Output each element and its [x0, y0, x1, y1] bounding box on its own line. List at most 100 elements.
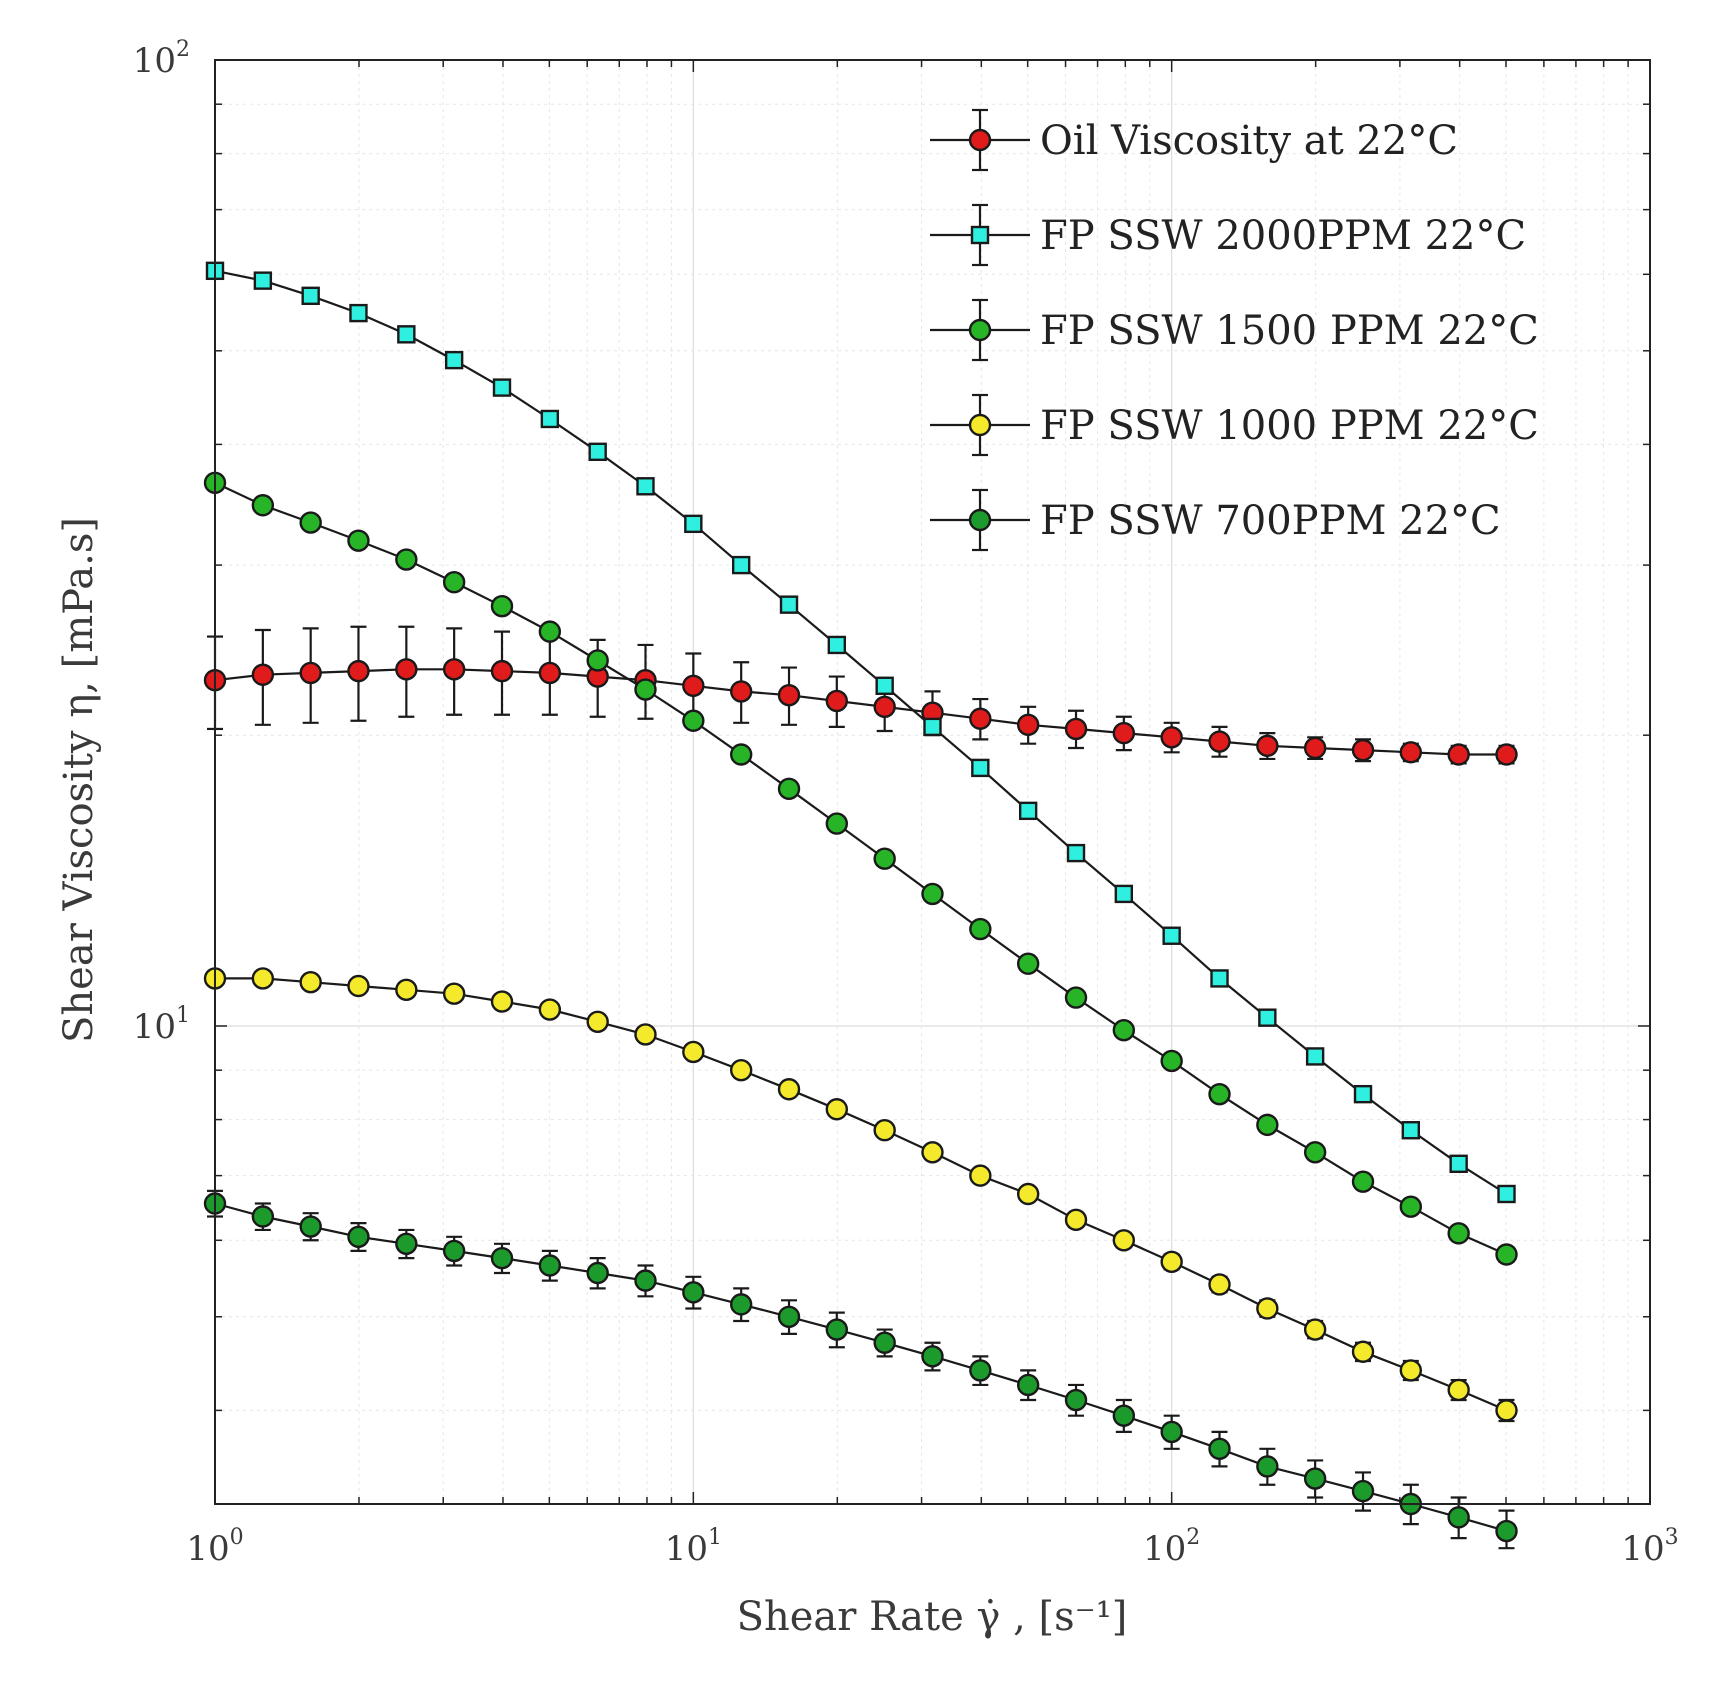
data-point: [1016, 1182, 1040, 1206]
data-point: [1303, 1318, 1327, 1341]
data-point: [538, 998, 562, 1021]
data-point: [682, 1281, 705, 1304]
legend-marker: [968, 318, 992, 342]
data-point: [1210, 969, 1229, 988]
data-point: [827, 635, 847, 655]
data-point: [395, 1232, 418, 1255]
data-point: [1112, 1018, 1136, 1042]
data-point: [969, 707, 992, 730]
data-point: [251, 1205, 275, 1228]
data-point: [586, 1010, 609, 1034]
legend-label: FP SSW 2000PPM 22°C: [1040, 213, 1526, 259]
data-point: [1016, 1373, 1040, 1397]
x-tick-label: 103: [1621, 1525, 1678, 1569]
data-point: [1449, 1154, 1468, 1173]
data-point: [299, 661, 322, 685]
legend-entry-4: FP SSW 1000 PPM 22°C: [930, 393, 1539, 457]
data-point: [1064, 1388, 1088, 1412]
data-point: [347, 1225, 370, 1249]
data-point: [490, 659, 514, 683]
data-point: [873, 847, 896, 870]
data-point: [1208, 1273, 1231, 1296]
data-point: [1256, 734, 1279, 758]
x-axis-title: Shear Rate γ̇ , [s⁻¹]: [737, 1594, 1128, 1640]
legend-label: FP SSW 700PPM 22°C: [1040, 498, 1501, 544]
data-point: [253, 271, 273, 290]
legend-label: FP SSW 1000 PPM 22°C: [1040, 403, 1539, 449]
data-point: [873, 1119, 896, 1142]
data-point: [1112, 1229, 1136, 1252]
data-point: [682, 674, 705, 697]
data-point: [1256, 1297, 1279, 1320]
data-point: [442, 571, 466, 594]
data-point: [777, 777, 801, 801]
data-point: [1399, 1195, 1423, 1218]
data-point: [777, 1305, 801, 1328]
data-point: [301, 286, 320, 306]
data-point: [1112, 1404, 1136, 1427]
legend-label: FP SSW 1500 PPM 22°C: [1040, 308, 1539, 354]
data-point: [1160, 1049, 1183, 1073]
legend-entry-2: FP SSW 2000PPM 22°C: [930, 203, 1526, 267]
x-tick-label: 102: [1143, 1525, 1200, 1569]
legend-marker: [968, 413, 992, 437]
data-point: [1353, 1084, 1373, 1104]
data-point: [540, 409, 560, 429]
data-point: [1399, 1359, 1423, 1382]
data-point: [777, 1078, 801, 1101]
data-point: [1064, 717, 1088, 741]
data-point: [971, 758, 990, 778]
legend-label: Oil Viscosity at 22°C: [1040, 118, 1458, 164]
data-point: [825, 812, 849, 835]
data-point: [442, 1239, 466, 1263]
y-tick-label: 102: [133, 37, 190, 81]
data-point: [1066, 843, 1086, 863]
data-point: [731, 555, 751, 575]
data-point: [1208, 730, 1231, 753]
data-point: [538, 661, 562, 685]
grid: [214, 59, 1650, 1504]
data-point: [634, 1023, 657, 1046]
data-point: [921, 1141, 944, 1164]
data-point: [1256, 1113, 1279, 1137]
data-point: [299, 1215, 322, 1238]
data-point: [538, 1254, 562, 1277]
data-point: [1112, 721, 1136, 745]
data-point: [1160, 1420, 1183, 1444]
data-point: [1351, 1479, 1375, 1503]
series-line: [214, 1202, 1507, 1533]
data-point: [299, 971, 322, 994]
data-point: [921, 1345, 944, 1368]
data-point: [729, 680, 753, 703]
data-point: [349, 303, 368, 323]
data-point: [588, 442, 607, 462]
data-point: [490, 594, 514, 618]
data-point: [397, 325, 416, 344]
data-point: [1018, 801, 1038, 821]
data-point: [586, 649, 609, 672]
data-point: [1162, 926, 1181, 945]
data-point: [875, 676, 894, 695]
series-line: [214, 269, 1508, 1195]
data-point: [251, 967, 275, 990]
data-point: [1160, 1250, 1183, 1274]
data-point: [1114, 884, 1134, 904]
data-point: [299, 511, 322, 534]
data-point: [873, 695, 896, 719]
series-2: [205, 261, 1516, 1204]
data-point: [729, 743, 753, 766]
data-point: [1160, 726, 1183, 749]
data-point: [1305, 1047, 1325, 1066]
data-point: [1447, 743, 1470, 766]
data-point: [682, 1040, 705, 1064]
data-point: [729, 1058, 753, 1082]
legend-marker: [968, 508, 992, 532]
data-point: [921, 882, 944, 906]
data-point: [395, 978, 418, 1002]
data-point: [442, 658, 466, 681]
x-tick-label: 101: [665, 1525, 722, 1569]
data-point: [1495, 1399, 1518, 1422]
data-point: [1495, 1519, 1518, 1543]
data-point: [1303, 1467, 1327, 1490]
series-5: [203, 1189, 1518, 1550]
